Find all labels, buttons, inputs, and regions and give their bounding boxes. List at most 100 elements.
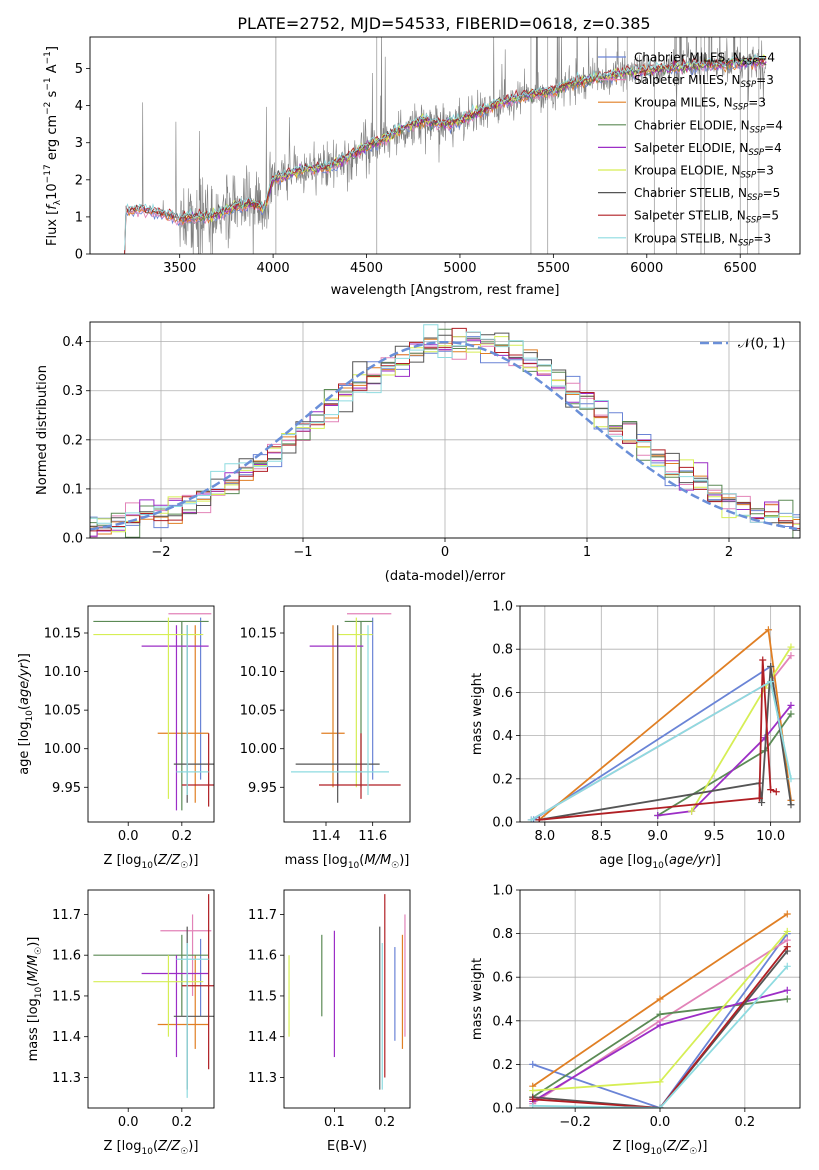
plot-area: [124, 37, 767, 254]
x-tick-label: 0.2: [171, 1115, 192, 1130]
histogram-kroupa-stelib: [90, 324, 800, 529]
marker-plus: [654, 812, 662, 820]
y-tick-label: 1.0: [492, 884, 513, 899]
panel-residuals: −2 −1 0 1 2 0.0 0.1 0.2 0.3 0.4 (data-model)/error…: [35, 321, 801, 584]
histogram-chabrier-elodie: [90, 328, 800, 538]
legend-entry: Chabrier MILES, NSSP=4: [634, 51, 775, 68]
marker-plus: [783, 927, 791, 935]
histogram-salpeter-stelib: [90, 327, 800, 532]
x-tick-label: −0.2: [559, 1115, 591, 1130]
x-tick-label: 0.2: [374, 1115, 395, 1130]
marker-plus: [656, 1104, 664, 1108]
y-tick-label: 11.3: [52, 1071, 81, 1086]
y-tick-label: 11.6: [52, 949, 81, 964]
weight-line-chabrier-stelib: [532, 950, 788, 1108]
marker-plus: [656, 1078, 664, 1086]
plot-area: [90, 324, 800, 538]
y-tick-label: 10.10: [240, 665, 277, 680]
x-axis-label: age [log10(age/yr)]: [599, 853, 721, 871]
x-tick-label: 0.0: [650, 1115, 671, 1130]
y-tick-label: 3: [75, 136, 83, 151]
legend-entry: Chabrier ELODIE, NSSP=4: [634, 118, 783, 135]
y-tick-label: 0.2: [62, 433, 83, 448]
marker-plus: [759, 656, 767, 664]
y-tick-label: 0.2: [492, 1058, 513, 1073]
axes-frame: [87, 889, 215, 1109]
figure-title: PLATE=2752, MJD=54533, FIBERID=0618, z=0…: [237, 14, 650, 33]
x-axis-label: mass [log10(M/M☉)]: [285, 853, 410, 871]
x-tick-label: −1: [293, 545, 312, 560]
axes-frame: [87, 605, 215, 823]
y-tick-label: 10.00: [240, 742, 277, 757]
x-axis-label: Z [log10(Z/Z☉)]: [104, 1139, 199, 1157]
axes-frame: [89, 321, 801, 539]
marker-plus: [688, 807, 696, 815]
x-tick-label: 11.6: [358, 829, 387, 844]
y-tick-label: 10.05: [240, 704, 277, 719]
axes-frame: [283, 889, 411, 1109]
histogram-kroupa-elodie: [90, 336, 800, 533]
y-tick-label: 5: [75, 62, 83, 77]
marker-plus: [529, 1102, 537, 1108]
x-tick-label: 4500: [350, 261, 383, 276]
marker-plus: [787, 710, 795, 718]
model-salpeter-stelib: [124, 56, 767, 254]
legend-entry: 𝒩(0, 1): [738, 337, 785, 352]
y-tick-label: 2: [75, 173, 83, 188]
marker-plus: [767, 786, 775, 794]
y-tick-label: 0.0: [492, 816, 513, 831]
marker-plus: [787, 652, 795, 660]
panel-age_vs_Z: 0.0 0.2 9.95 10.00 10.05 10.10 10.15 Z [log10(Z…: [17, 605, 215, 871]
y-axis-label: mass weight: [470, 673, 485, 755]
x-tick-label: 0: [441, 545, 449, 560]
x-tick-label: 0.2: [171, 829, 192, 844]
y-axis-label: Flux [fλ10−17 erg cm−2 s−1 A−1]: [43, 46, 63, 246]
marker-plus: [529, 1060, 537, 1068]
x-tick-label: 0.1: [324, 1115, 345, 1130]
marker-plus: [764, 626, 772, 634]
marker-plus: [527, 816, 535, 822]
y-tick-label: 10.05: [44, 704, 81, 719]
y-tick-label: 0.8: [492, 643, 513, 658]
marker-plus: [783, 962, 791, 970]
legend-entry: Salpeter MILES, NSSP=3: [634, 73, 774, 90]
x-tick-label: 8.0: [534, 829, 555, 844]
panel-weight_vs_Z: −0.2 0.0 0.2 0.0 0.2 0.4 0.6 0.8 1.0 Z [log10(Z/Z…: [470, 884, 801, 1157]
x-tick-label: 2: [725, 545, 733, 560]
marker-plus: [787, 643, 795, 651]
y-tick-label: 11.7: [52, 908, 81, 923]
axes-frame: [89, 36, 801, 255]
y-tick-label: 10.15: [240, 627, 277, 642]
y-tick-label: 1.0: [492, 600, 513, 615]
x-tick-label: 0.2: [735, 1115, 756, 1130]
marker-plus: [783, 943, 791, 951]
y-axis-label: mass [log10(M/M☉)]: [26, 937, 44, 1062]
x-tick-label: 5500: [537, 261, 570, 276]
x-tick-label: 10.0: [756, 829, 785, 844]
y-axis-label: mass weight: [470, 958, 485, 1040]
weight-line-chabrier-miles: [532, 933, 789, 1108]
panel-mass_vs_Z: 0.0 0.2 11.3 11.4 11.5 11.6 11.7 Z [log10(Z/Z☉)…: [26, 889, 215, 1157]
y-tick-label: 9.95: [248, 781, 277, 796]
axes-frame: [283, 605, 411, 823]
y-tick-label: 11.6: [248, 949, 277, 964]
y-tick-label: 0.2: [492, 772, 513, 787]
plot-area: [527, 626, 795, 822]
y-tick-label: 11.7: [248, 908, 277, 923]
x-tick-label: 11.4: [312, 829, 341, 844]
plot-area: [291, 613, 401, 803]
marker-plus: [787, 801, 795, 809]
legend-entry: Kroupa STELIB, NSSP=3: [634, 231, 771, 248]
x-tick-label: 9.5: [704, 829, 725, 844]
marker-plus: [783, 936, 791, 944]
y-tick-label: 11.5: [248, 989, 277, 1004]
x-axis-label: Z [log10(Z/Z☉)]: [104, 853, 199, 871]
spectrum-data: [124, 37, 767, 254]
y-tick-label: 10.10: [44, 665, 81, 680]
x-tick-label: 6500: [724, 261, 757, 276]
x-axis-label: wavelength [Angstrom, rest frame]: [331, 283, 560, 298]
y-axis-label: Normed distribution: [35, 365, 50, 495]
model-kroupa-stelib: [124, 53, 767, 251]
marker-plus: [529, 1087, 537, 1095]
